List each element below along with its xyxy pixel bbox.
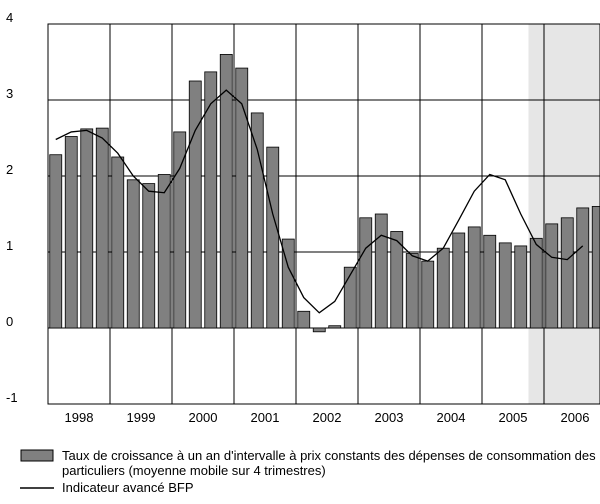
- bar: [467, 226, 481, 329]
- legend-label: Indicateur avancé BFP: [62, 480, 194, 495]
- y-tick-label: 1: [6, 238, 13, 253]
- bar: [374, 213, 388, 329]
- bar: [343, 266, 357, 329]
- x-tick-label: 2001: [251, 410, 280, 425]
- bar: [250, 112, 264, 329]
- y-tick-label: 2: [6, 162, 13, 177]
- plot-frame: [47, 23, 600, 405]
- y-tick-label: 0: [6, 314, 13, 329]
- y-tick-label: -1: [6, 390, 18, 405]
- bar: [235, 67, 249, 329]
- bar: [142, 183, 156, 329]
- swatch: [20, 449, 54, 462]
- bar: [514, 245, 528, 329]
- legend: Taux de croissance à un an d'intervalle …: [20, 448, 598, 497]
- bar: [111, 156, 125, 329]
- legend-swatch: [20, 487, 54, 489]
- legend-item: Taux de croissance à un an d'intervalle …: [20, 448, 598, 478]
- bar: [452, 232, 466, 329]
- x-tick-label: 2004: [437, 410, 466, 425]
- bar: [126, 179, 140, 329]
- bar: [405, 253, 419, 329]
- x-tick-label: 1998: [65, 410, 94, 425]
- bar: [576, 207, 590, 329]
- y-tick-label: 4: [6, 10, 13, 25]
- bar: [529, 237, 543, 329]
- legend-label: Taux de croissance à un an d'intervalle …: [62, 448, 596, 478]
- chart: -1 0 1 2 3 4 1998 1999 2000 2001 2002 2003 2004 2005 2…: [6, 10, 600, 425]
- x-tick-label: 2006: [561, 410, 590, 425]
- x-tick-label: 2005: [499, 410, 528, 425]
- bar: [297, 310, 311, 329]
- bar: [281, 238, 295, 329]
- bar: [188, 80, 202, 329]
- bar: [591, 205, 600, 329]
- x-tick-label: 2000: [189, 410, 218, 425]
- x-tick-label: 2002: [313, 410, 342, 425]
- bar: [359, 217, 373, 329]
- legend-item: Indicateur avancé BFP: [20, 480, 598, 495]
- bar: [312, 327, 326, 333]
- bar: [157, 174, 171, 329]
- x-tick-label: 2003: [375, 410, 404, 425]
- bar: [219, 54, 233, 329]
- bar: [204, 71, 218, 329]
- bar: [560, 217, 574, 329]
- bar: [95, 127, 109, 329]
- bar: [173, 131, 187, 329]
- bar: [421, 260, 435, 329]
- bar: [545, 223, 559, 329]
- bar: [498, 242, 512, 329]
- y-tick-label: 3: [6, 86, 13, 101]
- x-tick-label: 1999: [127, 410, 156, 425]
- bar: [436, 247, 450, 329]
- bar: [80, 128, 94, 329]
- bar: [328, 325, 342, 329]
- bar: [390, 231, 404, 329]
- legend-swatch: [20, 449, 54, 462]
- line: [55, 89, 584, 314]
- bar: [483, 234, 497, 329]
- bar: [49, 154, 63, 329]
- bar: [266, 146, 280, 329]
- bar: [64, 136, 78, 329]
